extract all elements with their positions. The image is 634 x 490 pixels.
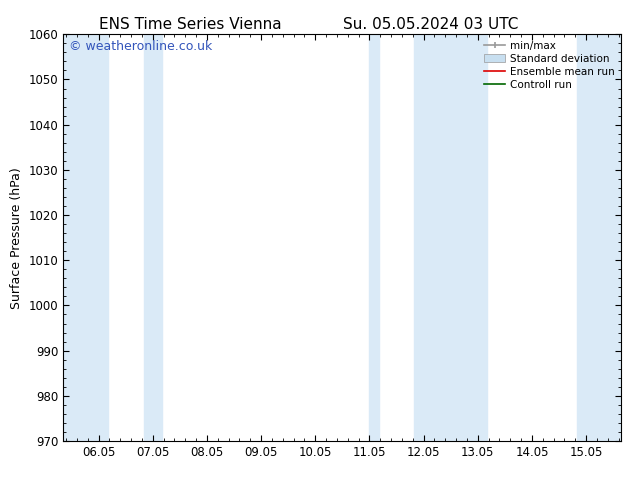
Text: © weatheronline.co.uk: © weatheronline.co.uk bbox=[69, 40, 212, 53]
Text: Su. 05.05.2024 03 UTC: Su. 05.05.2024 03 UTC bbox=[344, 17, 519, 32]
Bar bbox=[415, 34, 487, 441]
Text: ENS Time Series Vienna: ENS Time Series Vienna bbox=[99, 17, 281, 32]
Bar bbox=[370, 34, 378, 441]
Bar bbox=[577, 34, 621, 441]
Bar bbox=[143, 34, 162, 441]
Bar bbox=[63, 34, 108, 441]
Legend: min/max, Standard deviation, Ensemble mean run, Controll run: min/max, Standard deviation, Ensemble me… bbox=[480, 36, 619, 94]
Y-axis label: Surface Pressure (hPa): Surface Pressure (hPa) bbox=[10, 167, 23, 309]
